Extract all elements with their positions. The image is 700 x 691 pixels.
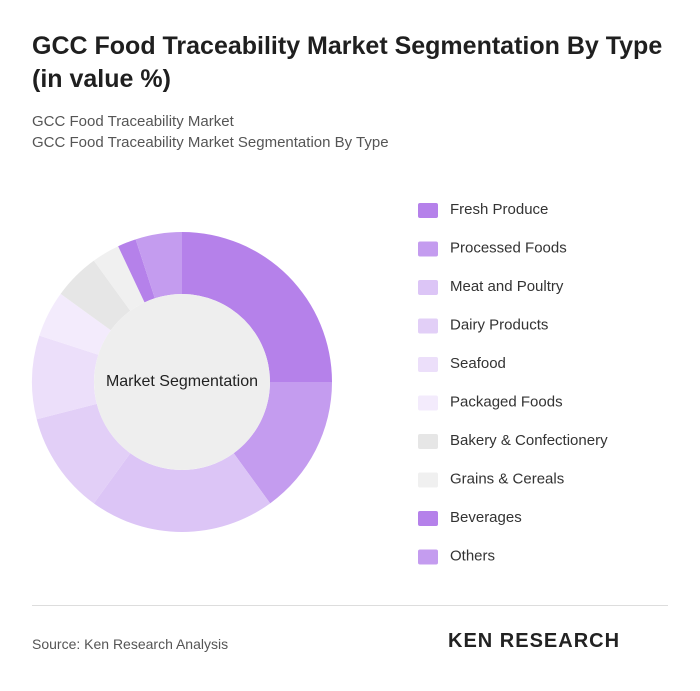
legend-label: Grains & Cereals xyxy=(450,470,564,487)
legend-label: Others xyxy=(450,547,495,564)
donut-slice xyxy=(93,453,271,533)
legend-swatch xyxy=(418,241,438,257)
donut-slice xyxy=(36,403,131,504)
legend-swatch xyxy=(418,511,438,526)
legend-swatch xyxy=(418,280,438,295)
logo: KEN RESEARCH xyxy=(448,630,621,652)
legend-swatch xyxy=(418,549,438,565)
donut-slice xyxy=(31,335,99,420)
legend-label: Fresh Produce xyxy=(450,201,548,218)
legend-label: Dairy Products xyxy=(450,316,548,333)
donut-slice xyxy=(60,260,131,331)
donut-center xyxy=(94,294,270,470)
legend-label: Processed Foods xyxy=(450,239,567,256)
legend-label: Bakery & Confectionery xyxy=(450,432,608,449)
donut-slice xyxy=(233,382,332,504)
legend-swatch xyxy=(418,472,438,488)
donut-slice xyxy=(182,232,332,382)
donut-slice xyxy=(93,246,145,311)
donut-slice xyxy=(39,293,111,355)
subtitle: GCC Food Traceability Market Segmentatio… xyxy=(32,134,389,151)
legend-label: Packaged Foods xyxy=(450,393,563,410)
legend-label: Meat and Poultry xyxy=(450,278,564,295)
legend-swatch xyxy=(418,203,438,218)
chart-title: GCC Food Traceability Market Segmentatio… xyxy=(32,32,663,93)
legend-swatch xyxy=(418,318,438,334)
legend-swatch xyxy=(418,395,438,411)
legend-label: Seafood xyxy=(450,355,506,372)
center-label: Market Segmentation xyxy=(106,373,258,390)
legend-swatch xyxy=(418,434,438,449)
divider xyxy=(32,605,668,606)
subtitle: GCC Food Traceability Market xyxy=(32,113,234,130)
donut-slice xyxy=(118,239,155,303)
donut-slice xyxy=(135,232,182,299)
source: Source: Ken Research Analysis xyxy=(32,636,229,652)
legend-label: Beverages xyxy=(450,509,522,526)
legend-swatch xyxy=(418,357,438,372)
